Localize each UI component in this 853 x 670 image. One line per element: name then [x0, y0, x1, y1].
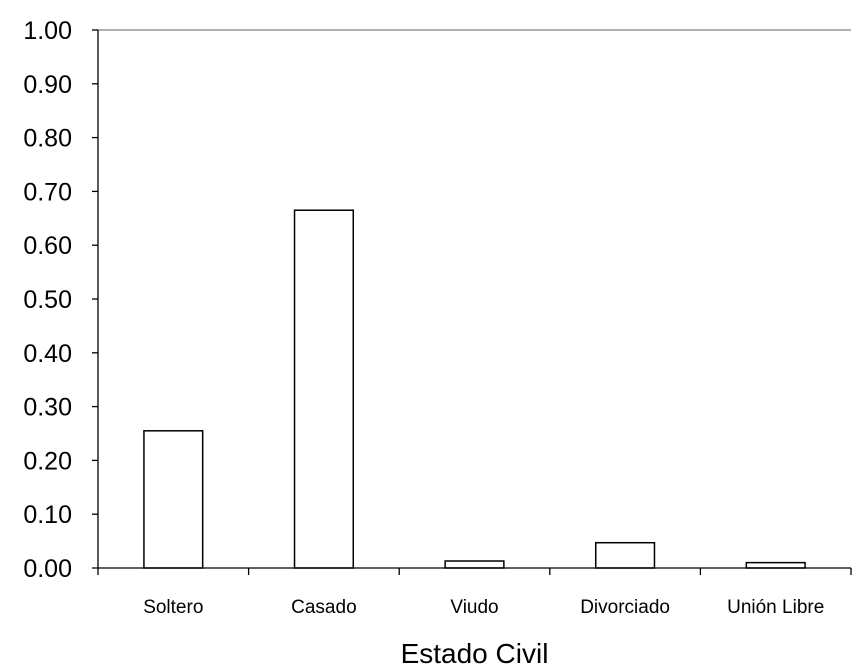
- y-axis-ticks: 0.00 0.10 0.20 0.30 0.40 0.50 0.60 0.70 0.80 0.90…: [23, 17, 98, 583]
- y-tick-label: 0.90: [23, 71, 72, 99]
- bar-uni-n-libre: [745, 561, 806, 569]
- y-tick-label: 0.50: [23, 286, 72, 314]
- x-axis-category-labels: Soltero Casado Viudo Divorciado Unión Libre: [143, 597, 824, 618]
- bar-soltero: [143, 430, 204, 569]
- x-axis-title: Estado Civil: [401, 638, 549, 669]
- x-category-label: Casado: [291, 597, 357, 618]
- x-category-label: Divorciado: [580, 597, 670, 618]
- y-tick-label: 0.10: [23, 501, 72, 529]
- bar-divorciado: [594, 541, 656, 569]
- y-tick-label: 1.00: [23, 17, 72, 45]
- y-tick-label: 0.70: [23, 178, 72, 206]
- x-category-label: Soltero: [143, 597, 203, 618]
- bar-casado: [293, 209, 355, 569]
- y-tick-label: 0.80: [23, 125, 72, 153]
- y-tick-label: 0.20: [23, 447, 72, 475]
- y-tick-label: 0.60: [23, 232, 72, 260]
- y-tick-label: 0.00: [23, 555, 72, 583]
- y-tick-label: 0.30: [23, 394, 72, 422]
- x-axis-ticks: [97, 568, 852, 575]
- y-tick-label: 0.40: [23, 340, 72, 368]
- bars: [143, 209, 806, 569]
- x-category-label: Unión Libre: [727, 597, 824, 618]
- x-category-label: Viudo: [450, 597, 498, 618]
- bar-viudo: [444, 560, 505, 569]
